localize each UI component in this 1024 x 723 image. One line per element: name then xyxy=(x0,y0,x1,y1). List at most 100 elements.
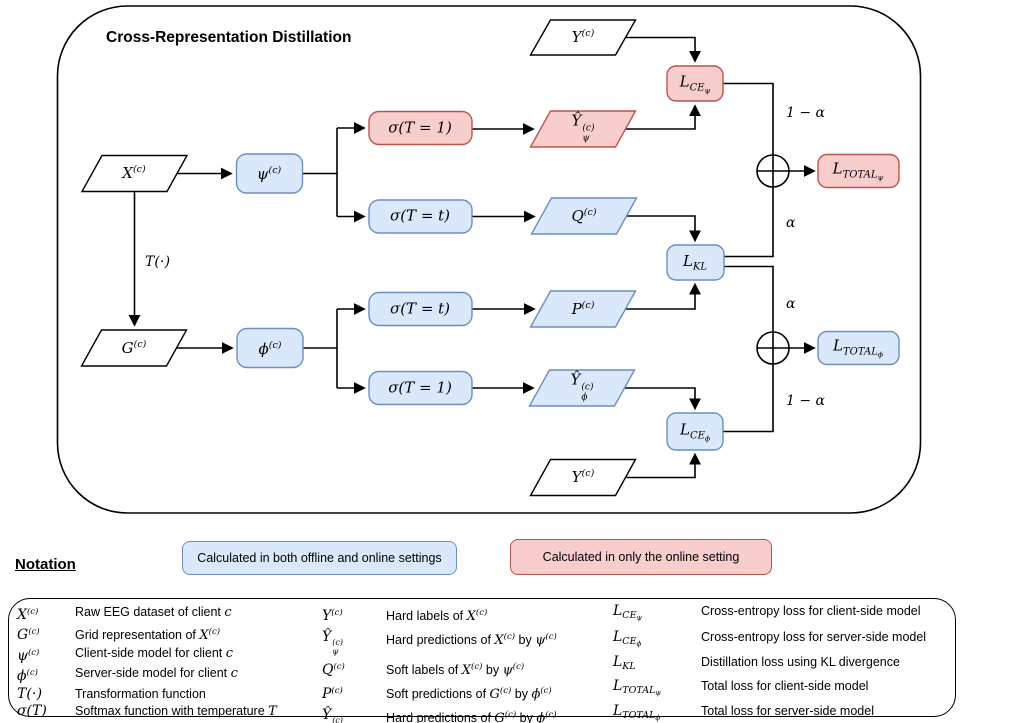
notation-heading: Notation xyxy=(15,556,76,573)
q-shape xyxy=(530,197,638,235)
edge-phi-split xyxy=(303,309,338,388)
notation-symbol: Ŷ(c)ϕ xyxy=(322,706,343,723)
notation-symbol: P(c) xyxy=(322,685,343,702)
notation-symbol: LTOTALϕ xyxy=(613,703,661,723)
notation-description: Transformation function xyxy=(75,686,206,701)
sigmat-bottom-label: σ(T = t) xyxy=(389,299,451,318)
arrow-yhatphi-to-lcephi xyxy=(624,387,701,411)
y-bottom-shape xyxy=(529,458,637,497)
sigmat-top-shape xyxy=(368,199,473,234)
lce-phi-shape xyxy=(666,412,724,451)
arrow-yhatpsi-to-lcepsi xyxy=(622,104,701,130)
notation-symbol: LKL xyxy=(613,654,636,673)
sigma1-top-shape xyxy=(368,110,473,146)
lce-psi-shape xyxy=(666,65,724,102)
x-input-shape xyxy=(80,154,189,193)
sigma1-top-label: σ(T = 1) xyxy=(388,118,452,137)
notation-symbol: Q(c) xyxy=(322,661,345,678)
y-top-label: Y(c) xyxy=(571,28,595,46)
phi-label: ϕ(c) xyxy=(258,340,282,358)
g-input-shape xyxy=(80,329,188,367)
yhat-psi-label: Ŷ (c) ψ xyxy=(571,111,595,144)
edge-lkl-to-sum-top xyxy=(724,187,774,258)
arrow-y-to-lcephi xyxy=(626,452,701,479)
edge-lcepsi-to-sum-top xyxy=(723,82,774,155)
diagram-container-shape xyxy=(56,5,922,514)
notation-symbol: G(c) xyxy=(17,627,40,644)
notation-description: Hard predictions of X(c) by ψ(c) xyxy=(386,632,557,648)
lce-psi-label: LCEψ xyxy=(679,72,711,95)
alpha-bottom-label: α xyxy=(786,296,796,312)
g-input-label: G(c) xyxy=(121,339,147,357)
notation-description: Total loss for client-side model xyxy=(701,678,869,693)
ltotal-phi-label: LTOTALϕ xyxy=(833,336,883,359)
y-top-shape xyxy=(529,19,637,56)
notation-description: Softmax function with temperature T xyxy=(75,704,277,720)
sum-node-bottom xyxy=(756,331,790,365)
notation-description: Grid representation of X(c) xyxy=(75,627,221,644)
arrow-q-to-lkl xyxy=(626,215,701,243)
notation-description: Soft predictions of G(c) by ϕ(c) xyxy=(386,685,552,702)
notation-description: Soft labels of X(c) by ψ(c) xyxy=(386,661,525,678)
ltotal-phi-shape xyxy=(817,330,900,366)
arrow-p-to-lkl xyxy=(626,282,701,310)
notation-description: Raw EEG dataset of client c xyxy=(75,605,232,620)
ltotal-psi-label: LTOTALψ xyxy=(832,159,884,182)
lkl-label: LKL xyxy=(682,251,708,273)
lkl-shape xyxy=(666,244,725,281)
arrow-y-to-lcepsi xyxy=(625,36,701,63)
transform-edge-label: T(⋅) xyxy=(145,254,171,270)
notation-group-2: Y(c) Hard labels of X(c) Ŷ (c) ψ Hard pred… xyxy=(322,603,557,723)
yhat-phi-shape xyxy=(528,369,636,407)
notation-symbol: ϕ(c) xyxy=(17,668,38,685)
notation-symbol: σ(T) xyxy=(17,703,47,720)
notation-symbol: ψ(c) xyxy=(17,647,40,664)
yhat-psi-shape xyxy=(529,110,637,148)
notation-box xyxy=(8,598,956,717)
phi-shape xyxy=(236,327,304,369)
p-shape xyxy=(529,290,637,328)
sum-node-top xyxy=(756,154,790,188)
notation-symbol: Y(c) xyxy=(322,608,343,624)
notation-description: Distillation loss using KL divergence xyxy=(701,655,900,670)
notation-symbol: X(c) xyxy=(17,607,39,623)
notation-description: Cross-entropy loss for client-side model xyxy=(701,604,921,618)
legend-offline-online: Calculated in both offline and online se… xyxy=(182,541,457,575)
sigma1-bottom-label: σ(T = 1) xyxy=(388,378,452,397)
notation-description: Hard labels of X(c) xyxy=(386,608,488,624)
notation-group-1: X(c) Raw EEG dataset of client c G(c) Gr… xyxy=(17,604,277,720)
legend-online-only: Calculated in only the online setting xyxy=(510,539,772,575)
p-label: P(c) xyxy=(571,300,595,318)
notation-symbol: T(⋅) xyxy=(17,685,43,702)
one-minus-alpha-bottom-label: 1 − α xyxy=(786,393,825,409)
psi-label: ψ(c) xyxy=(256,165,282,183)
one-minus-alpha-top-label: 1 − α xyxy=(786,105,825,121)
diagram-title: Cross-Representation Distillation xyxy=(106,29,352,46)
alpha-top-label: α xyxy=(786,215,796,231)
notation-symbol: LCEψ xyxy=(613,603,643,622)
psi-shape xyxy=(235,153,304,194)
notation-group-3: LCEψ Cross-entropy loss for client-side … xyxy=(613,602,926,723)
lce-phi-label: LCEϕ xyxy=(679,420,711,443)
q-label: Q(c) xyxy=(571,207,597,225)
x-input-label: X(c) xyxy=(122,164,146,182)
notation-description: Cross-entropy loss for server-side model xyxy=(701,629,927,644)
sigmat-top-label: σ(T = t) xyxy=(389,206,451,225)
edge-psi-split xyxy=(302,128,338,217)
notation-description: Hard predictions of G(c) by ϕ(c) xyxy=(386,709,557,723)
notation-description: Server-side model for client c xyxy=(75,666,238,682)
notation-symbol: Ŷ (c) ψ xyxy=(322,629,343,656)
edge-lkl-to-sum-bottom xyxy=(724,265,774,332)
notation-symbol: LTOTALψ xyxy=(613,677,661,697)
ltotal-psi-shape xyxy=(817,153,900,189)
sigmat-bottom-shape xyxy=(368,291,473,327)
notation-description: Total loss for server-side model xyxy=(701,704,874,719)
y-bottom-label: Y(c) xyxy=(571,468,595,486)
yhat-phi-label: Ŷ (c) ϕ xyxy=(570,370,594,403)
sigma1-bottom-shape xyxy=(368,370,473,406)
edge-lcephi-to-sum-bottom xyxy=(723,364,774,433)
notation-description: Client-side model for client c xyxy=(75,645,234,661)
notation-symbol: LCEϕ xyxy=(613,628,642,648)
